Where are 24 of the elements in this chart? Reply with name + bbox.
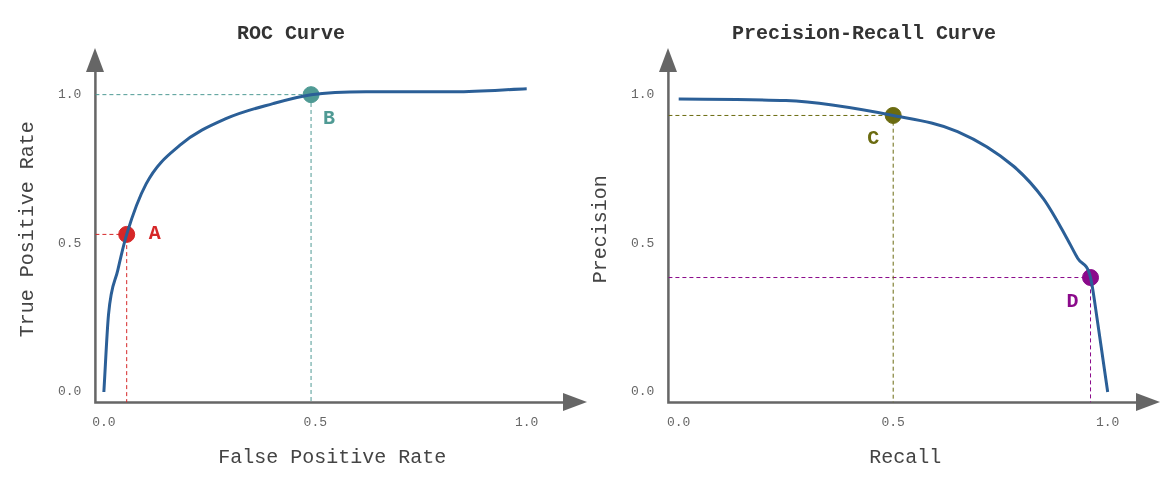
annotation: C bbox=[867, 127, 880, 151]
line-series bbox=[677, 97, 1110, 394]
x-tick-label: 0.0 bbox=[92, 414, 116, 430]
y-axis-title: Precision bbox=[589, 175, 613, 284]
y-axis-title: True Positive Rate bbox=[16, 121, 40, 338]
x-tick-label: 1.0 bbox=[515, 414, 539, 430]
x-axis-title: False Positive Rate bbox=[218, 446, 447, 470]
line-series bbox=[102, 87, 529, 394]
x-tick-label: 0.5 bbox=[303, 414, 327, 430]
y-tick-label: 0.5 bbox=[58, 235, 82, 251]
x-tick-label: 1.0 bbox=[1095, 414, 1120, 430]
chart-title: ROC Curve bbox=[236, 22, 346, 46]
x-tick-label: 0.0 bbox=[667, 414, 691, 430]
x-axis-title: Recall bbox=[869, 446, 942, 470]
annotation: D bbox=[1066, 289, 1079, 313]
annotation: B bbox=[323, 106, 336, 130]
y-tick-label: 0.0 bbox=[58, 384, 82, 400]
y-tick-label: 1.0 bbox=[58, 87, 82, 103]
y-tick-label: 0.0 bbox=[631, 384, 655, 400]
y-tick-label: 0.5 bbox=[631, 235, 655, 251]
x-tick-label: 0.5 bbox=[881, 414, 905, 430]
annotation: A bbox=[148, 222, 161, 246]
y-tick-label: 1.0 bbox=[631, 87, 655, 103]
chart-title: Precision-Recall Curve bbox=[731, 22, 997, 46]
